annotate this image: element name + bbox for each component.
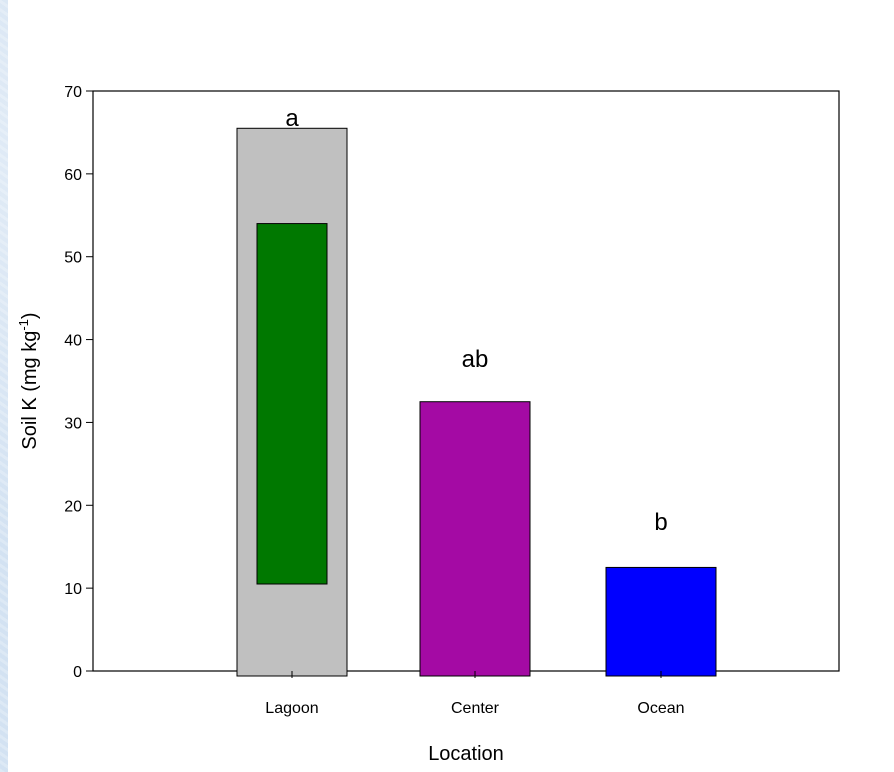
y-tick-label: 20 (64, 498, 82, 515)
y-axis-title-superscript: -1 (16, 319, 31, 331)
y-tick-label: 40 (64, 333, 82, 350)
y-axis-title: Soil K (mg kg-1) (16, 312, 41, 449)
y-axis-title-base: Soil K (mg kg (19, 331, 41, 450)
inner-box-lagoon (256, 223, 328, 585)
x-axis: Lagoon Center Ocean (265, 671, 685, 717)
chart-panel: 0 10 20 30 40 50 60 70 Lagoon Center Ocean a ab b L… (8, 0, 894, 772)
y-tick-label: 50 (64, 250, 82, 267)
significance-letter-center: ab (462, 346, 489, 373)
y-axis-title-close: ) (19, 312, 41, 319)
bar-center (419, 401, 531, 677)
y-tick-label: 70 (64, 84, 82, 101)
x-tick-label-ocean: Ocean (637, 700, 684, 717)
y-axis: 0 10 20 30 40 50 60 70 (64, 84, 93, 681)
x-tick-label-center: Center (451, 700, 500, 717)
y-tick-label: 60 (64, 167, 82, 184)
y-tick-label: 30 (64, 415, 82, 432)
bar-chart: 0 10 20 30 40 50 60 70 Lagoon Center Ocean a ab b L… (16, 84, 840, 765)
y-tick-label: 10 (64, 581, 82, 598)
significance-letter-ocean: b (654, 509, 667, 536)
significance-letter-lagoon: a (285, 105, 299, 132)
bar-ocean (605, 566, 717, 677)
x-axis-title: Location (428, 743, 504, 765)
significance-letters: a ab b (285, 105, 667, 536)
y-tick-label: 0 (73, 664, 82, 681)
x-tick-label-lagoon: Lagoon (265, 700, 318, 717)
bars-group (236, 127, 717, 677)
